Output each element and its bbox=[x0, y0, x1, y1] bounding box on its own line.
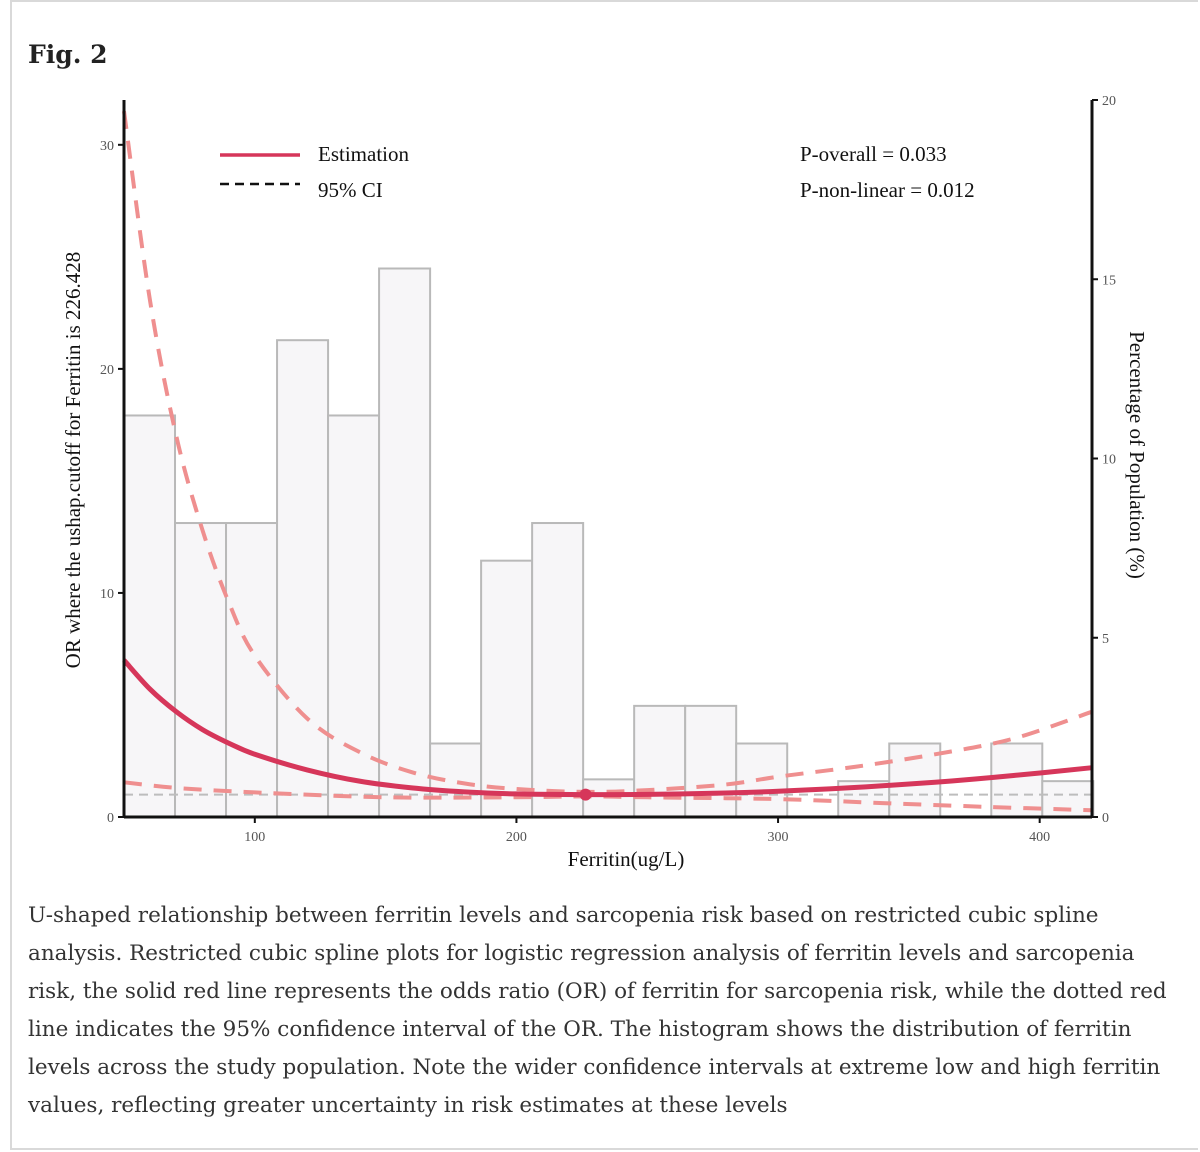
left-y-axis-title: OR where the ushap.cutoff for Ferritin i… bbox=[61, 252, 85, 669]
histogram-bar bbox=[633, 704, 687, 818]
right-y-tick-label: 10 bbox=[1102, 453, 1116, 468]
left-y-tick-label: 0 bbox=[107, 811, 114, 826]
histogram-bar bbox=[225, 522, 279, 819]
x-tick-label: 400 bbox=[1029, 830, 1050, 845]
histogram-bar bbox=[378, 267, 432, 818]
ci-upper-line bbox=[122, 110, 1093, 794]
left-y-tick-label: 10 bbox=[100, 587, 114, 602]
p-nonlinear-annotation: P-non-linear = 0.012 bbox=[800, 178, 975, 202]
estimation-line bbox=[122, 658, 1093, 798]
right-y-tick-label: 0 bbox=[1102, 811, 1109, 826]
legend-estimation-label: Estimation bbox=[318, 142, 409, 166]
p-overall-annotation: P-overall = 0.033 bbox=[800, 142, 947, 166]
histogram-bar bbox=[684, 704, 738, 818]
right-y-tick-label: 5 bbox=[1102, 632, 1109, 647]
histogram-bar bbox=[174, 522, 228, 819]
cutoff-point bbox=[579, 788, 592, 801]
right-y-tick-label: 20 bbox=[1102, 94, 1116, 109]
ci-lower-line bbox=[123, 780, 1093, 813]
histogram-bars bbox=[123, 267, 1095, 819]
histogram-bar bbox=[276, 339, 330, 818]
x-axis-title: Ferritin(ug/L) bbox=[568, 847, 685, 871]
left-y-tick-label: 30 bbox=[100, 139, 114, 154]
right-y-axis-title: Percentage of Population (%) bbox=[1125, 331, 1149, 579]
right-y-tick-label: 15 bbox=[1102, 273, 1116, 288]
x-tick-label: 100 bbox=[244, 830, 265, 845]
figure-caption: U-shaped relationship between ferritin l… bbox=[28, 903, 1167, 1118]
left-y-tick-label: 20 bbox=[100, 363, 114, 378]
histogram-bar bbox=[480, 559, 534, 818]
x-tick-label: 200 bbox=[506, 830, 527, 845]
histogram-bar bbox=[531, 522, 585, 819]
legend: Estimation 95% CI bbox=[220, 142, 409, 202]
legend-ci-label: 95% CI bbox=[318, 178, 383, 202]
figure-label: Fig. 2 bbox=[28, 40, 108, 69]
histogram-bar bbox=[123, 414, 177, 818]
x-tick-label: 300 bbox=[768, 830, 789, 845]
